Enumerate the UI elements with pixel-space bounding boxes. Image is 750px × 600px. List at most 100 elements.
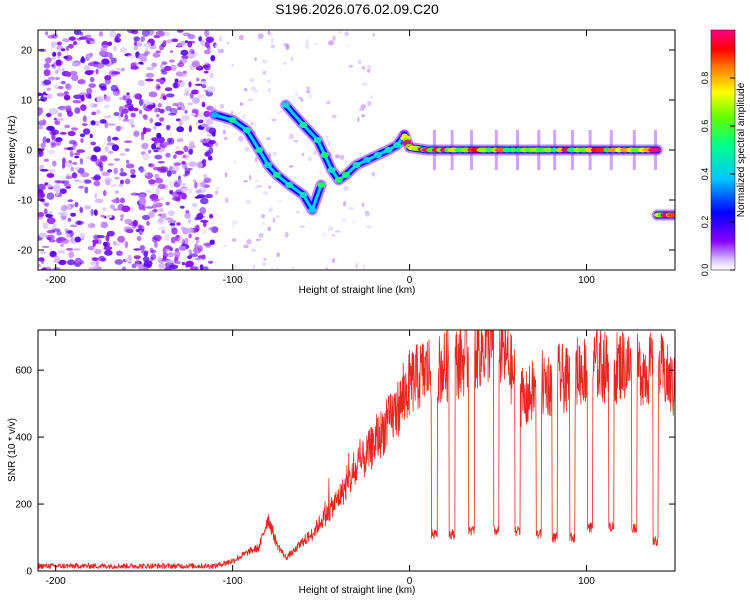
noise-speckle [73, 248, 81, 251]
noise-speckle [38, 216, 44, 220]
noise-speckle [107, 163, 115, 166]
noise-speckle [89, 133, 93, 139]
noise-speckle [46, 87, 51, 91]
noise-speckle [158, 217, 164, 223]
noise-speckle [189, 92, 194, 99]
noise-speckle [57, 236, 67, 242]
track-hotspot [242, 127, 251, 133]
noise-speckle [73, 94, 83, 100]
noise-speckle [114, 259, 124, 265]
noise-speckle [88, 266, 98, 270]
noise-speckle [170, 165, 180, 172]
noise-speckle [158, 226, 167, 231]
noise-speckle [243, 244, 249, 249]
noise-speckle [174, 146, 180, 150]
noise-speckle [167, 219, 177, 224]
noise-speckle [106, 142, 115, 146]
noise-speckle [164, 245, 172, 250]
track-hotspot [317, 182, 326, 188]
noise-speckle [103, 246, 113, 251]
noise-speckle [103, 115, 112, 119]
noise-speckle [66, 259, 76, 266]
noise-speckle [192, 179, 197, 183]
noise-speckle [38, 211, 45, 218]
noise-speckle [67, 130, 76, 137]
noise-speckle [59, 132, 67, 135]
noise-speckle [177, 42, 182, 47]
noise-speckle [104, 249, 113, 256]
noise-speckle [146, 221, 150, 226]
track-hotspot [373, 152, 382, 158]
noise-speckle [214, 142, 219, 147]
noise-speckle [141, 142, 149, 150]
noise-speckle [200, 219, 209, 223]
track-hotspot [393, 142, 402, 148]
noise-speckle [362, 65, 366, 70]
noise-speckle [209, 72, 214, 79]
noise-speckle [293, 140, 299, 143]
noise-speckle [352, 220, 356, 224]
noise-speckle [245, 199, 251, 205]
noise-speckle [177, 179, 181, 185]
noise-speckle [102, 207, 107, 211]
noise-speckle [50, 129, 60, 135]
noise-speckle [184, 212, 191, 219]
noise-speckle [51, 133, 56, 141]
signal-track-2 [280, 99, 410, 186]
noise-speckle [100, 44, 109, 49]
noise-speckle [139, 165, 145, 173]
noise-speckle [79, 232, 86, 240]
noise-speckle [56, 230, 62, 236]
noise-speckle [166, 39, 173, 44]
noise-speckle [262, 70, 266, 75]
noise-speckle [114, 190, 119, 194]
noise-speckle [47, 237, 52, 241]
noise-speckle [166, 137, 172, 144]
noise-speckle [50, 251, 57, 256]
noise-speckle [124, 178, 131, 185]
noise-speckle [348, 207, 351, 211]
noise-speckle [185, 260, 195, 268]
noise-speckle [65, 230, 73, 234]
noise-speckle [40, 142, 46, 149]
noise-speckle [45, 31, 49, 36]
noise-speckle [360, 104, 367, 109]
noise-speckle [124, 218, 132, 225]
noise-speckle [60, 80, 66, 85]
noise-speckle [256, 184, 263, 188]
noise-speckle [276, 252, 281, 258]
noise-speckle [69, 70, 78, 76]
noise-speckle [298, 96, 302, 100]
noise-speckle [168, 113, 177, 116]
noise-speckle [59, 188, 67, 194]
noise-speckle [71, 172, 78, 179]
noise-speckle [214, 190, 219, 195]
noise-speckle [203, 173, 208, 179]
noise-speckle [158, 213, 162, 217]
noise-speckle [175, 260, 181, 265]
noise-speckle [99, 50, 106, 57]
noise-speckle [272, 151, 277, 156]
noise-speckle [68, 160, 72, 164]
noise-speckle [269, 31, 274, 38]
noise-speckle [133, 93, 141, 100]
noise-speckle [79, 133, 86, 138]
noise-speckle [121, 67, 125, 72]
noise-speckle [159, 117, 165, 122]
noise-speckle [55, 77, 60, 80]
noise-speckle [156, 113, 160, 118]
noise-speckle [96, 95, 104, 103]
noise-speckle [53, 139, 60, 142]
noise-speckle [271, 118, 277, 122]
noise-speckle [181, 55, 189, 60]
noise-speckle [143, 103, 147, 111]
noise-speckle [199, 207, 207, 215]
noise-speckle [226, 41, 229, 45]
noise-speckle [187, 255, 193, 259]
noise-speckle [275, 267, 280, 270]
noise-speckle [104, 121, 109, 129]
noise-speckle [178, 119, 183, 127]
noise-speckle [78, 185, 85, 189]
noise-speckle [48, 227, 56, 231]
noise-speckle [167, 210, 176, 217]
